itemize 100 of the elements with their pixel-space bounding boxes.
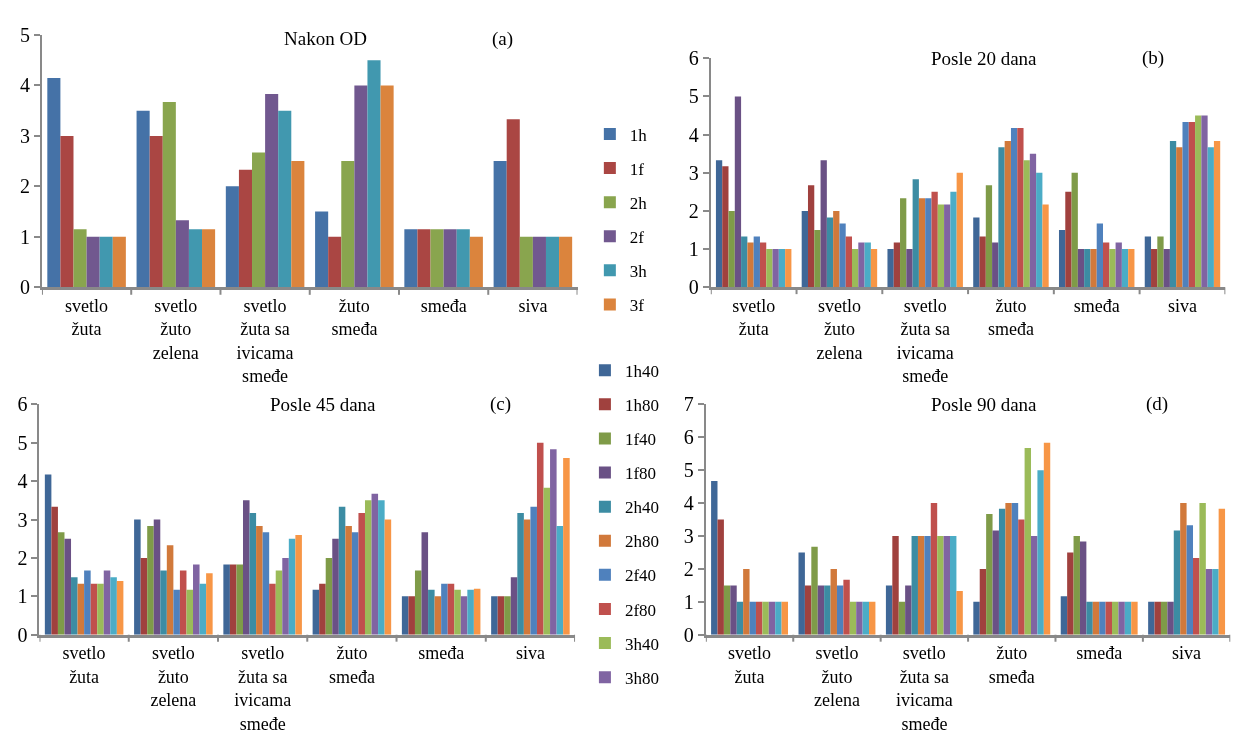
bar xyxy=(930,503,938,635)
bar xyxy=(807,185,815,288)
y-tick-label: 6 xyxy=(683,426,694,449)
legend-label: 3h xyxy=(629,261,648,281)
bar xyxy=(849,601,857,635)
bar xyxy=(728,210,735,288)
bar xyxy=(839,223,846,288)
y-tick-label: 1 xyxy=(17,585,28,608)
legend-label: 2h xyxy=(629,193,648,213)
bar xyxy=(775,601,782,635)
bar xyxy=(523,519,531,635)
bar xyxy=(1212,568,1219,635)
bar xyxy=(1163,249,1170,288)
bar xyxy=(147,526,154,635)
bar xyxy=(1121,249,1129,288)
bar xyxy=(804,585,812,635)
legend-label: 3h40 xyxy=(624,634,659,654)
bar xyxy=(956,172,963,288)
bar xyxy=(943,536,951,635)
bar xyxy=(833,210,840,288)
bar xyxy=(979,236,986,288)
bar xyxy=(1180,503,1187,635)
y-tick-label: 6 xyxy=(17,393,28,416)
bar xyxy=(1201,115,1208,288)
bar xyxy=(1213,141,1221,288)
bar xyxy=(179,570,187,635)
y-tick-label: 4 xyxy=(683,492,694,515)
y-tick-label: 2 xyxy=(19,175,30,198)
bar xyxy=(992,242,999,288)
bar xyxy=(110,577,117,635)
bar xyxy=(153,519,161,635)
bar xyxy=(149,135,163,288)
y-tick-label: 0 xyxy=(683,623,694,646)
bar xyxy=(950,536,957,635)
y-tick-label: 0 xyxy=(19,276,30,299)
bar xyxy=(173,589,180,635)
bar xyxy=(47,77,61,288)
bar xyxy=(545,236,560,288)
bar xyxy=(1023,160,1030,288)
bar xyxy=(358,513,365,635)
chart-title: Posle 90 dana xyxy=(931,394,1038,415)
bar xyxy=(1031,536,1038,635)
bar xyxy=(836,585,844,635)
bar xyxy=(1065,191,1072,288)
x-tick-label: smeđa xyxy=(1076,643,1123,664)
bar xyxy=(906,249,913,288)
bar xyxy=(1017,128,1024,288)
bar xyxy=(421,532,429,635)
x-tick-label: svetlo žuta sa ivicama smeđe xyxy=(896,295,954,387)
annotation: (c) xyxy=(490,393,512,415)
bar xyxy=(275,570,283,635)
x-tick-label: žuto smeđa xyxy=(987,295,1034,340)
bar xyxy=(905,585,912,635)
bar xyxy=(898,601,906,635)
bar xyxy=(186,589,194,635)
bar xyxy=(1105,601,1113,635)
x-tick-label: siva xyxy=(515,643,545,664)
bar xyxy=(378,500,385,635)
bar xyxy=(428,589,435,635)
bar xyxy=(312,589,320,635)
x-tick-label: smeđa xyxy=(1073,295,1120,316)
bar xyxy=(1131,601,1138,635)
bar xyxy=(1154,601,1161,635)
y-tick-label: 1 xyxy=(19,225,30,248)
bar xyxy=(1173,530,1181,635)
bar xyxy=(992,530,999,635)
bar xyxy=(315,211,329,288)
bar xyxy=(134,519,141,635)
bar xyxy=(236,564,243,635)
legend-label: 1h40 xyxy=(624,361,659,381)
bar xyxy=(162,102,176,288)
x-tick-label: svetlo žuto zelena xyxy=(813,643,860,711)
bar xyxy=(112,236,126,288)
bar xyxy=(229,564,237,635)
bar xyxy=(986,513,993,635)
bar xyxy=(1144,236,1152,288)
y-tick-label: 5 xyxy=(683,459,694,482)
bar xyxy=(814,230,821,288)
bar xyxy=(243,500,250,635)
x-tick-label: svetlo žuta sa ivicama smeđe xyxy=(895,643,953,734)
x-tick-label: svetlo žuta xyxy=(732,295,776,340)
bar xyxy=(817,585,825,635)
legend-label: 1h xyxy=(629,125,648,145)
bar xyxy=(1029,153,1037,288)
bar xyxy=(778,249,786,288)
bar xyxy=(563,458,570,635)
bar xyxy=(824,585,831,635)
y-tick-label: 4 xyxy=(19,74,30,97)
bar xyxy=(998,147,1005,288)
bar xyxy=(925,198,932,288)
bar xyxy=(736,601,744,635)
bar xyxy=(798,552,805,635)
bar xyxy=(979,568,987,635)
x-tick-label: žuto smeđa xyxy=(328,643,375,687)
bar xyxy=(1151,249,1158,288)
bar xyxy=(858,242,865,288)
bar xyxy=(985,185,993,288)
bar xyxy=(223,564,230,635)
chart-title: Posle 20 dana xyxy=(931,48,1038,69)
chart-title: Posle 45 dana xyxy=(270,394,377,415)
